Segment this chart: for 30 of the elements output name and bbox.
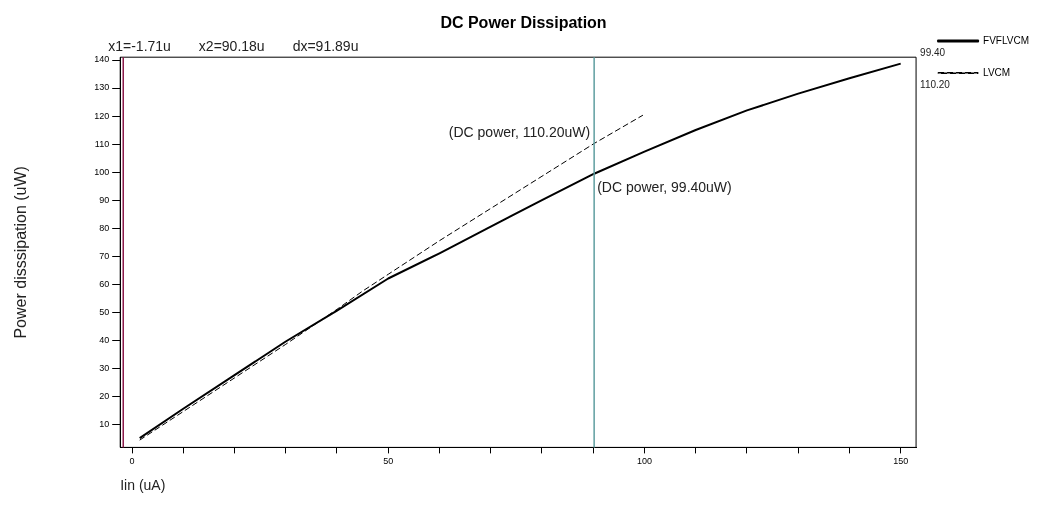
x-tick-label: 50 (383, 456, 394, 467)
annotation: (DC power, 110.20uW) (448, 124, 591, 141)
annotation: (DC power, 99.40uW) (597, 178, 732, 195)
y-tick-label: 90 (99, 194, 110, 205)
y-tick-label: 60 (99, 278, 110, 289)
text: 99.40 (920, 47, 946, 58)
y-tick-label: 30 (99, 362, 110, 373)
chart-title: DC Power Dissipation (440, 14, 607, 32)
text: 110.20 (920, 79, 951, 90)
text: dx=91.89u (292, 38, 359, 55)
y-tick-label: 110 (94, 138, 110, 149)
text: x2=90.18u (198, 38, 265, 55)
y-tick-label: 130 (94, 82, 110, 93)
legend-label: LVCM (983, 66, 1011, 78)
legend-label: FVFLVCM (983, 34, 1030, 46)
y-tick-label: 40 (99, 334, 110, 345)
y-tick-label: 70 (99, 250, 110, 261)
x-tick-label: 0 (129, 456, 135, 467)
text: x1=-1.71u (108, 38, 171, 55)
x-tick-label: 100 (636, 456, 652, 467)
y-tick-label: 20 (99, 390, 110, 401)
y-tick-label: 140 (94, 54, 110, 65)
y-tick-label: 10 (99, 418, 110, 429)
y-tick-label: 50 (99, 306, 110, 317)
y-tick-label: 120 (94, 110, 110, 121)
y-axis-title: Power disssipation (uW) (12, 166, 30, 339)
x-axis-title: Iin (uA) (120, 477, 166, 494)
y-tick-label: 80 (99, 222, 110, 233)
x-tick-label: 150 (893, 456, 909, 467)
y-tick-label: 100 (94, 166, 110, 177)
